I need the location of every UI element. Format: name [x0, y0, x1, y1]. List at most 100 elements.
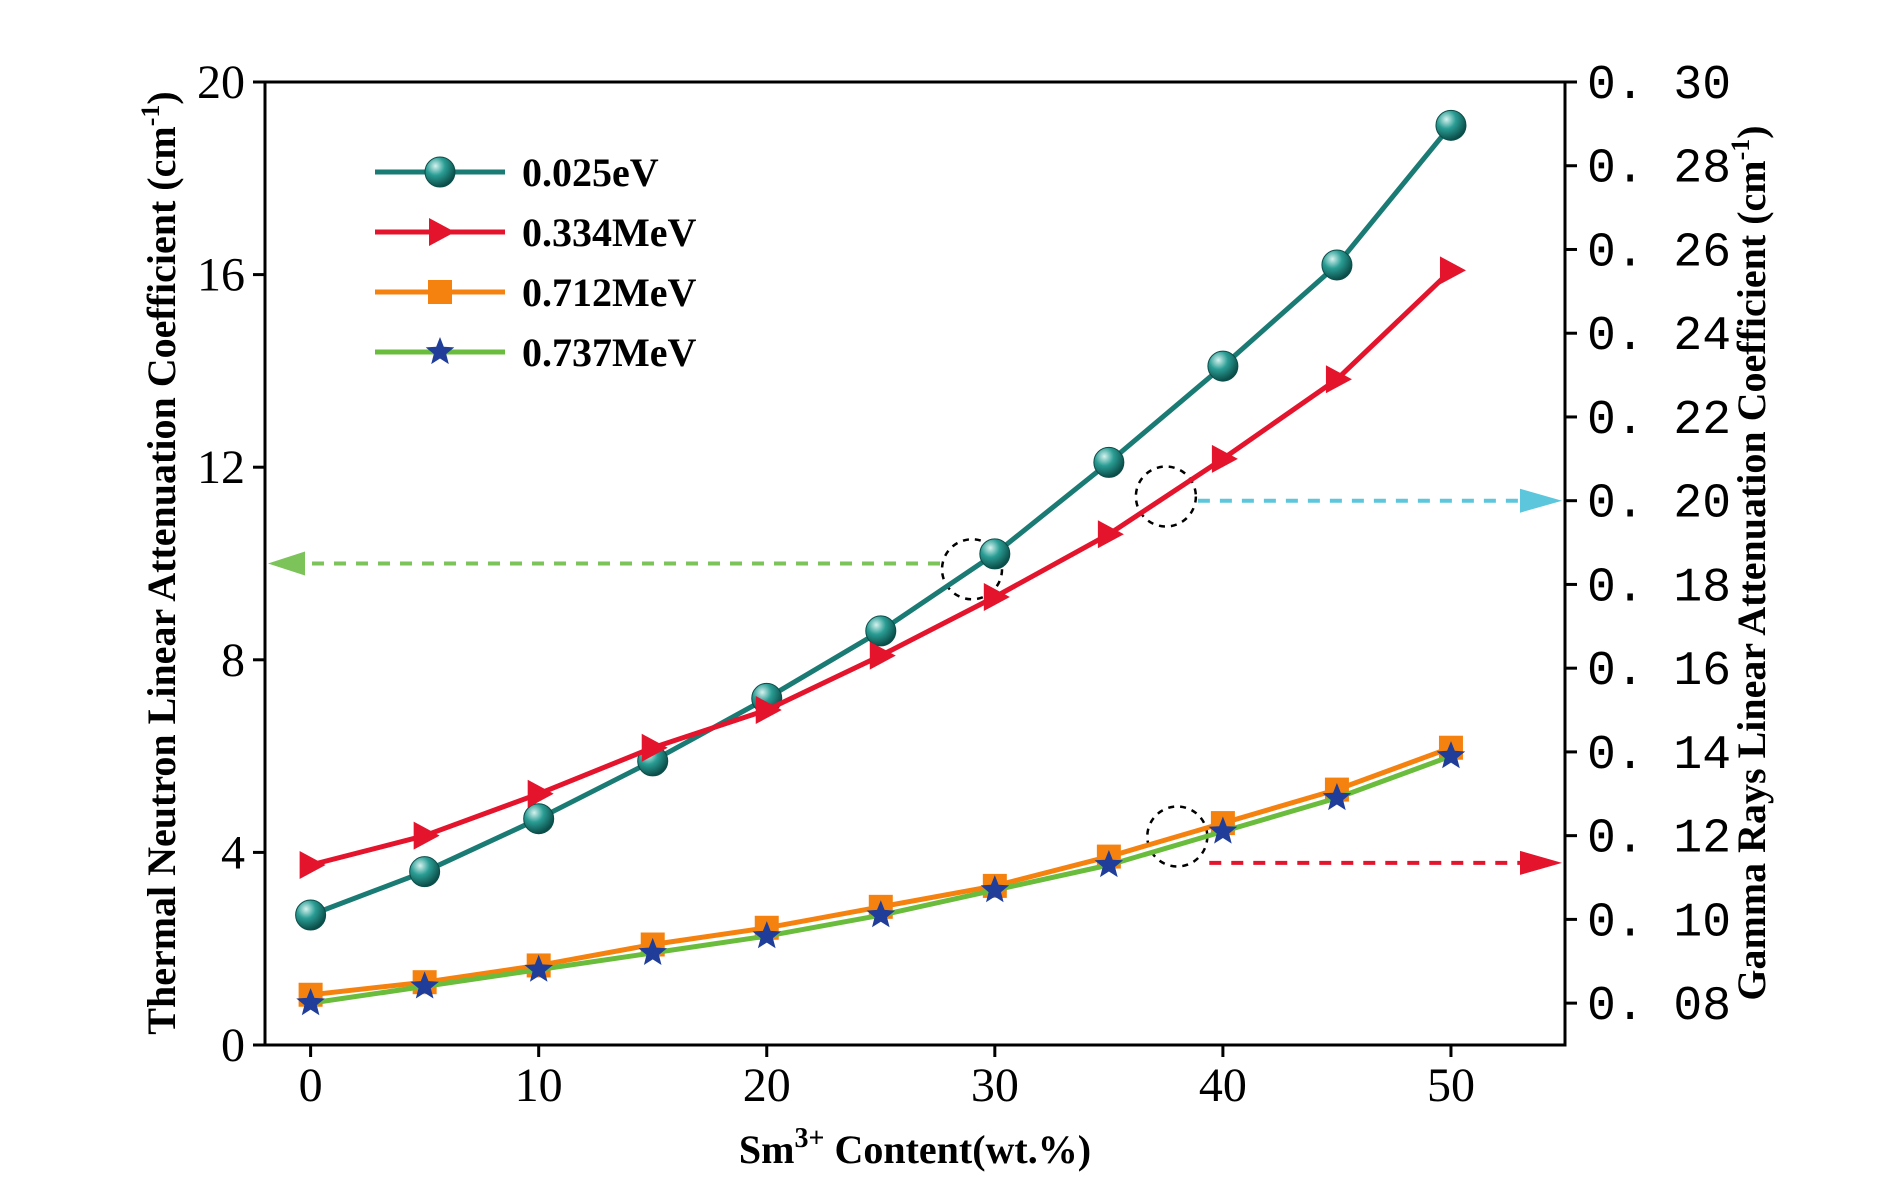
right-y-tick-label: 0. 20 [1587, 478, 1731, 532]
legend-item: 0.737MeV [375, 330, 697, 375]
series-1 [299, 256, 1466, 879]
x-tick-label: 0 [299, 1059, 323, 1112]
data-point [296, 988, 325, 1016]
series-line [310, 745, 1452, 998]
x-axis-title: Sm3+ Content(wt.%) [739, 1123, 1091, 1172]
right-y-tick-label: 0. 22 [1587, 394, 1731, 448]
series-2 [298, 735, 1463, 1007]
series-0 [295, 109, 1467, 931]
annotation-circle [940, 538, 1004, 601]
x-tick-label: 30 [971, 1059, 1019, 1112]
data-point [1439, 256, 1466, 285]
annotation-circle [1134, 465, 1198, 528]
x-axis-ticks: 0 10 20 30 40 50 [299, 1045, 1475, 1112]
right-y-axis-title-main: Gamma Rays Linear Attenuation Coefficien… [1729, 160, 1774, 1000]
x-axis-title-sup: 3+ [794, 1123, 824, 1154]
x-tick-label: 50 [1427, 1059, 1475, 1112]
right-y-tick-label: 0. 08 [1587, 980, 1731, 1034]
right-y-axis-title-sup: -1 [1726, 139, 1755, 161]
data-point [527, 779, 554, 808]
data-point [980, 875, 1010, 903]
annotation-arrows [268, 465, 1562, 875]
data-point [869, 641, 896, 670]
legend-label: 0.712MeV [522, 270, 697, 315]
data-point [641, 733, 668, 762]
data-point [1094, 850, 1124, 878]
legend-label: 0.737MeV [522, 330, 697, 375]
data-point [865, 615, 897, 647]
legend-swatch-marker [429, 218, 455, 246]
x-axis-title-base: Sm [739, 1127, 795, 1172]
data-point [1208, 816, 1238, 844]
right-y-tick-label: 0. 10 [1587, 896, 1731, 950]
data-point [979, 538, 1011, 570]
legend-swatch-marker [428, 280, 452, 304]
data-point [1322, 783, 1352, 811]
left-y-axis-ticks: 0 4 8 12 16 20 [197, 56, 265, 1072]
legend-item: 0.025eV [375, 150, 659, 195]
series-line [310, 753, 1452, 1006]
data-point [1325, 365, 1352, 394]
annotation-arrowhead [1520, 850, 1562, 875]
data-point [1207, 350, 1239, 382]
right-y-tick-label: 0. 24 [1587, 310, 1731, 364]
right-y-tick-label: 0. 12 [1587, 813, 1731, 867]
left-y-tick-label: 12 [197, 441, 245, 494]
x-tick-label: 10 [515, 1059, 563, 1112]
data-point [295, 899, 327, 931]
series-group [295, 109, 1467, 1016]
right-y-axis-title: Gamma Rays Linear Attenuation Coefficien… [1726, 125, 1774, 1000]
data-point [409, 856, 441, 888]
data-point [413, 821, 440, 850]
series-line [309, 123, 1453, 918]
data-point [983, 582, 1010, 611]
right-y-axis-ticks: 0. 08 0. 10 0. 12 0. 14 0. 16 0. 18 0. 20 0. 22… [1565, 59, 1731, 1034]
series-3 [296, 741, 1466, 1016]
left-y-axis-title-main: Thermal Neutron Linear Attenuation Coeff… [139, 126, 184, 1034]
right-y-axis-title-close: ) [1729, 125, 1774, 138]
right-y-tick-label: 0. 16 [1587, 645, 1731, 699]
legend-item: 0.334MeV [375, 210, 697, 255]
left-y-tick-label: 0 [221, 1019, 245, 1072]
legend-swatch-marker [425, 337, 455, 365]
left-y-tick-label: 4 [221, 826, 245, 879]
left-y-axis-title: Thermal Neutron Linear Attenuation Coeff… [136, 91, 184, 1034]
left-y-tick-label: 8 [221, 634, 245, 687]
legend: 0.025eV 0.334MeV 0.712MeV 0.737MeV [375, 150, 697, 375]
right-y-tick-label: 0. 30 [1587, 59, 1731, 113]
legend-swatch-marker [424, 156, 456, 188]
data-point [410, 971, 439, 999]
left-y-tick-label: 20 [197, 56, 245, 109]
annotation-arrowhead [268, 551, 305, 576]
series-line [309, 268, 1453, 868]
data-point [866, 900, 896, 928]
legend-label: 0.334MeV [522, 210, 697, 255]
right-y-tick-label: 0. 26 [1587, 226, 1731, 280]
data-point [523, 803, 555, 835]
annotation-arrowhead [1520, 488, 1562, 513]
legend-item: 0.712MeV [375, 270, 697, 315]
x-tick-label: 20 [743, 1059, 791, 1112]
x-axis-title-rest: Content(wt.%) [824, 1127, 1091, 1172]
x-tick-label: 40 [1199, 1059, 1247, 1112]
plot-frame [263, 80, 1567, 1047]
left-y-axis-title-sup: -1 [136, 105, 165, 127]
data-point [1093, 446, 1125, 478]
data-point [1436, 741, 1466, 769]
data-point [299, 850, 326, 879]
left-y-tick-label: 16 [197, 249, 245, 302]
data-point [755, 696, 782, 725]
data-point [752, 921, 781, 949]
right-y-tick-label: 0. 18 [1587, 561, 1731, 615]
data-point [1321, 249, 1353, 281]
data-point [1097, 520, 1124, 549]
data-point [524, 954, 553, 982]
data-point [1435, 109, 1467, 141]
right-y-tick-label: 0. 14 [1587, 729, 1731, 783]
data-point [638, 937, 667, 965]
data-point [1211, 444, 1238, 473]
left-y-axis-title-close: ) [139, 91, 184, 104]
legend-label: 0.025eV [522, 150, 659, 195]
